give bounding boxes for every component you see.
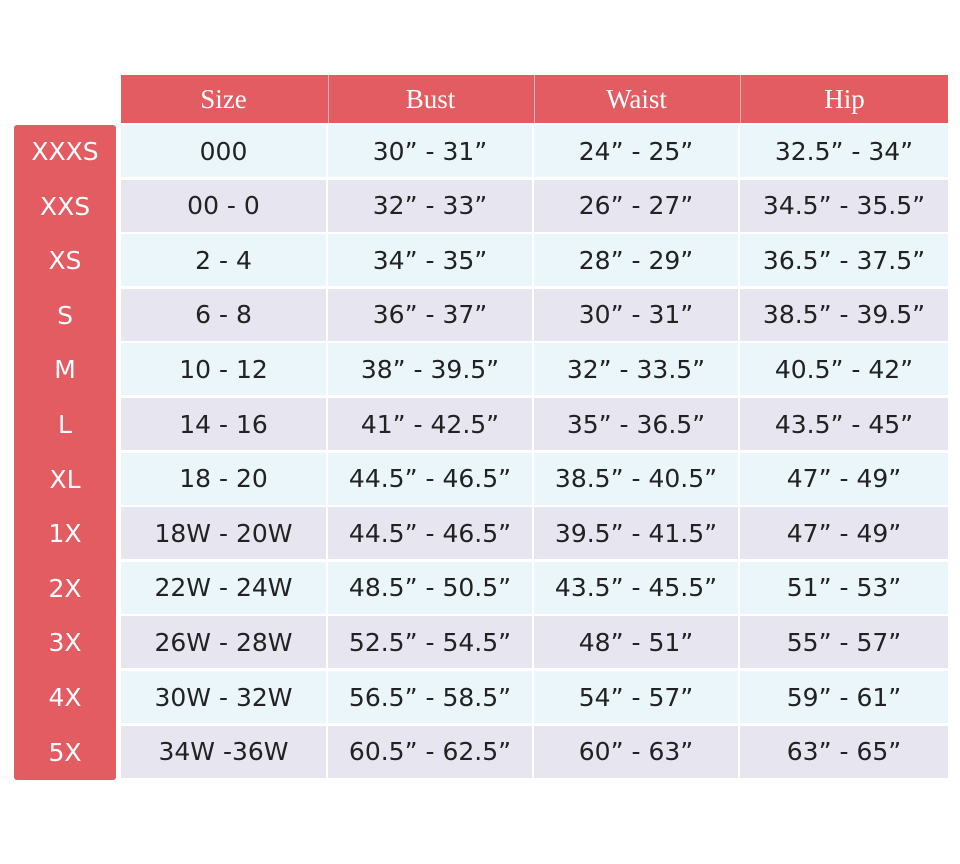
table-cell: 38” - 39.5” [328, 343, 532, 396]
table-cell: 63” - 65” [740, 725, 948, 778]
table-cell: 38.5” - 39.5” [740, 288, 948, 341]
column-header: Hip [740, 75, 948, 123]
size-label: S [57, 300, 73, 330]
table-cell: 36.5” - 37.5” [740, 234, 948, 287]
table-cell: 40.5” - 42” [740, 343, 948, 396]
size-label: 1X [48, 519, 82, 549]
table-cell: 34.5” - 35.5” [740, 179, 948, 232]
table-cell: 47” - 49” [740, 452, 948, 505]
table-cell: 44.5” - 46.5” [328, 507, 532, 560]
table-cell: 44.5” - 46.5” [328, 452, 532, 505]
size-label: L [58, 410, 72, 439]
table-cell: 48” - 51” [534, 616, 738, 669]
table-cell: 47” - 49” [740, 507, 948, 560]
table-cell: 28” - 29” [534, 234, 738, 287]
table-cell: 41” - 42.5” [328, 398, 532, 450]
table-cell: 18W - 20W [121, 507, 326, 560]
column-header: Bust [328, 75, 532, 123]
table-cell: 24” - 25” [534, 125, 738, 177]
size-label: XXXS [31, 137, 99, 166]
table-cell: 38.5” - 40.5” [534, 452, 738, 505]
size-label-column [14, 125, 116, 780]
table-cell: 6 - 8 [121, 288, 326, 341]
table-cell: 60.5” - 62.5” [328, 725, 532, 778]
table-cell: 55” - 57” [740, 616, 948, 669]
table-cell: 30W - 32W [121, 671, 326, 723]
table-cell: 00 - 0 [121, 179, 326, 232]
table-cell: 43.5” - 45.5” [534, 561, 738, 614]
table-cell: 43.5” - 45” [740, 398, 948, 450]
table-cell: 32” - 33.5” [534, 343, 738, 396]
table-cell: 35” - 36.5” [534, 398, 738, 450]
size-label: M [54, 355, 76, 385]
table-cell: 34” - 35” [328, 234, 532, 287]
table-cell: 18 - 20 [121, 452, 326, 505]
table-cell: 32” - 33” [328, 179, 532, 232]
table-cell: 39.5” - 41.5” [534, 507, 738, 560]
table-cell: 36” - 37” [328, 288, 532, 341]
table-cell: 60” - 63” [534, 725, 738, 778]
table-cell: 59” - 61” [740, 671, 948, 723]
table-cell: 14 - 16 [121, 398, 326, 450]
table-cell: 30” - 31” [534, 288, 738, 341]
size-label: XS [48, 246, 82, 276]
column-header: Waist [534, 75, 738, 123]
size-label: 3X [48, 628, 82, 658]
table-cell: 34W -36W [121, 725, 326, 778]
table-cell: 54” - 57” [534, 671, 738, 723]
column-header: Size [121, 75, 326, 123]
table-cell: 10 - 12 [121, 343, 326, 396]
table-cell: 000 [121, 125, 326, 177]
table-cell: 32.5” - 34” [740, 125, 948, 177]
size-label: XXS [39, 191, 91, 221]
size-label: 5X [48, 737, 82, 767]
size-label: XL [49, 464, 81, 494]
table-cell: 22W - 24W [121, 561, 326, 614]
table-cell: 48.5” - 50.5” [328, 561, 532, 614]
table-cell: 30” - 31” [328, 125, 532, 177]
size-label: 2X [48, 573, 82, 603]
table-cell: 26” - 27” [534, 179, 738, 232]
table-cell: 56.5” - 58.5” [328, 671, 532, 723]
table-cell: 2 - 4 [121, 234, 326, 287]
size-label: 4X [48, 683, 82, 712]
table-cell: 51” - 53” [740, 561, 948, 614]
table-cell: 52.5” - 54.5” [328, 616, 532, 669]
table-cell: 26W - 28W [121, 616, 326, 669]
